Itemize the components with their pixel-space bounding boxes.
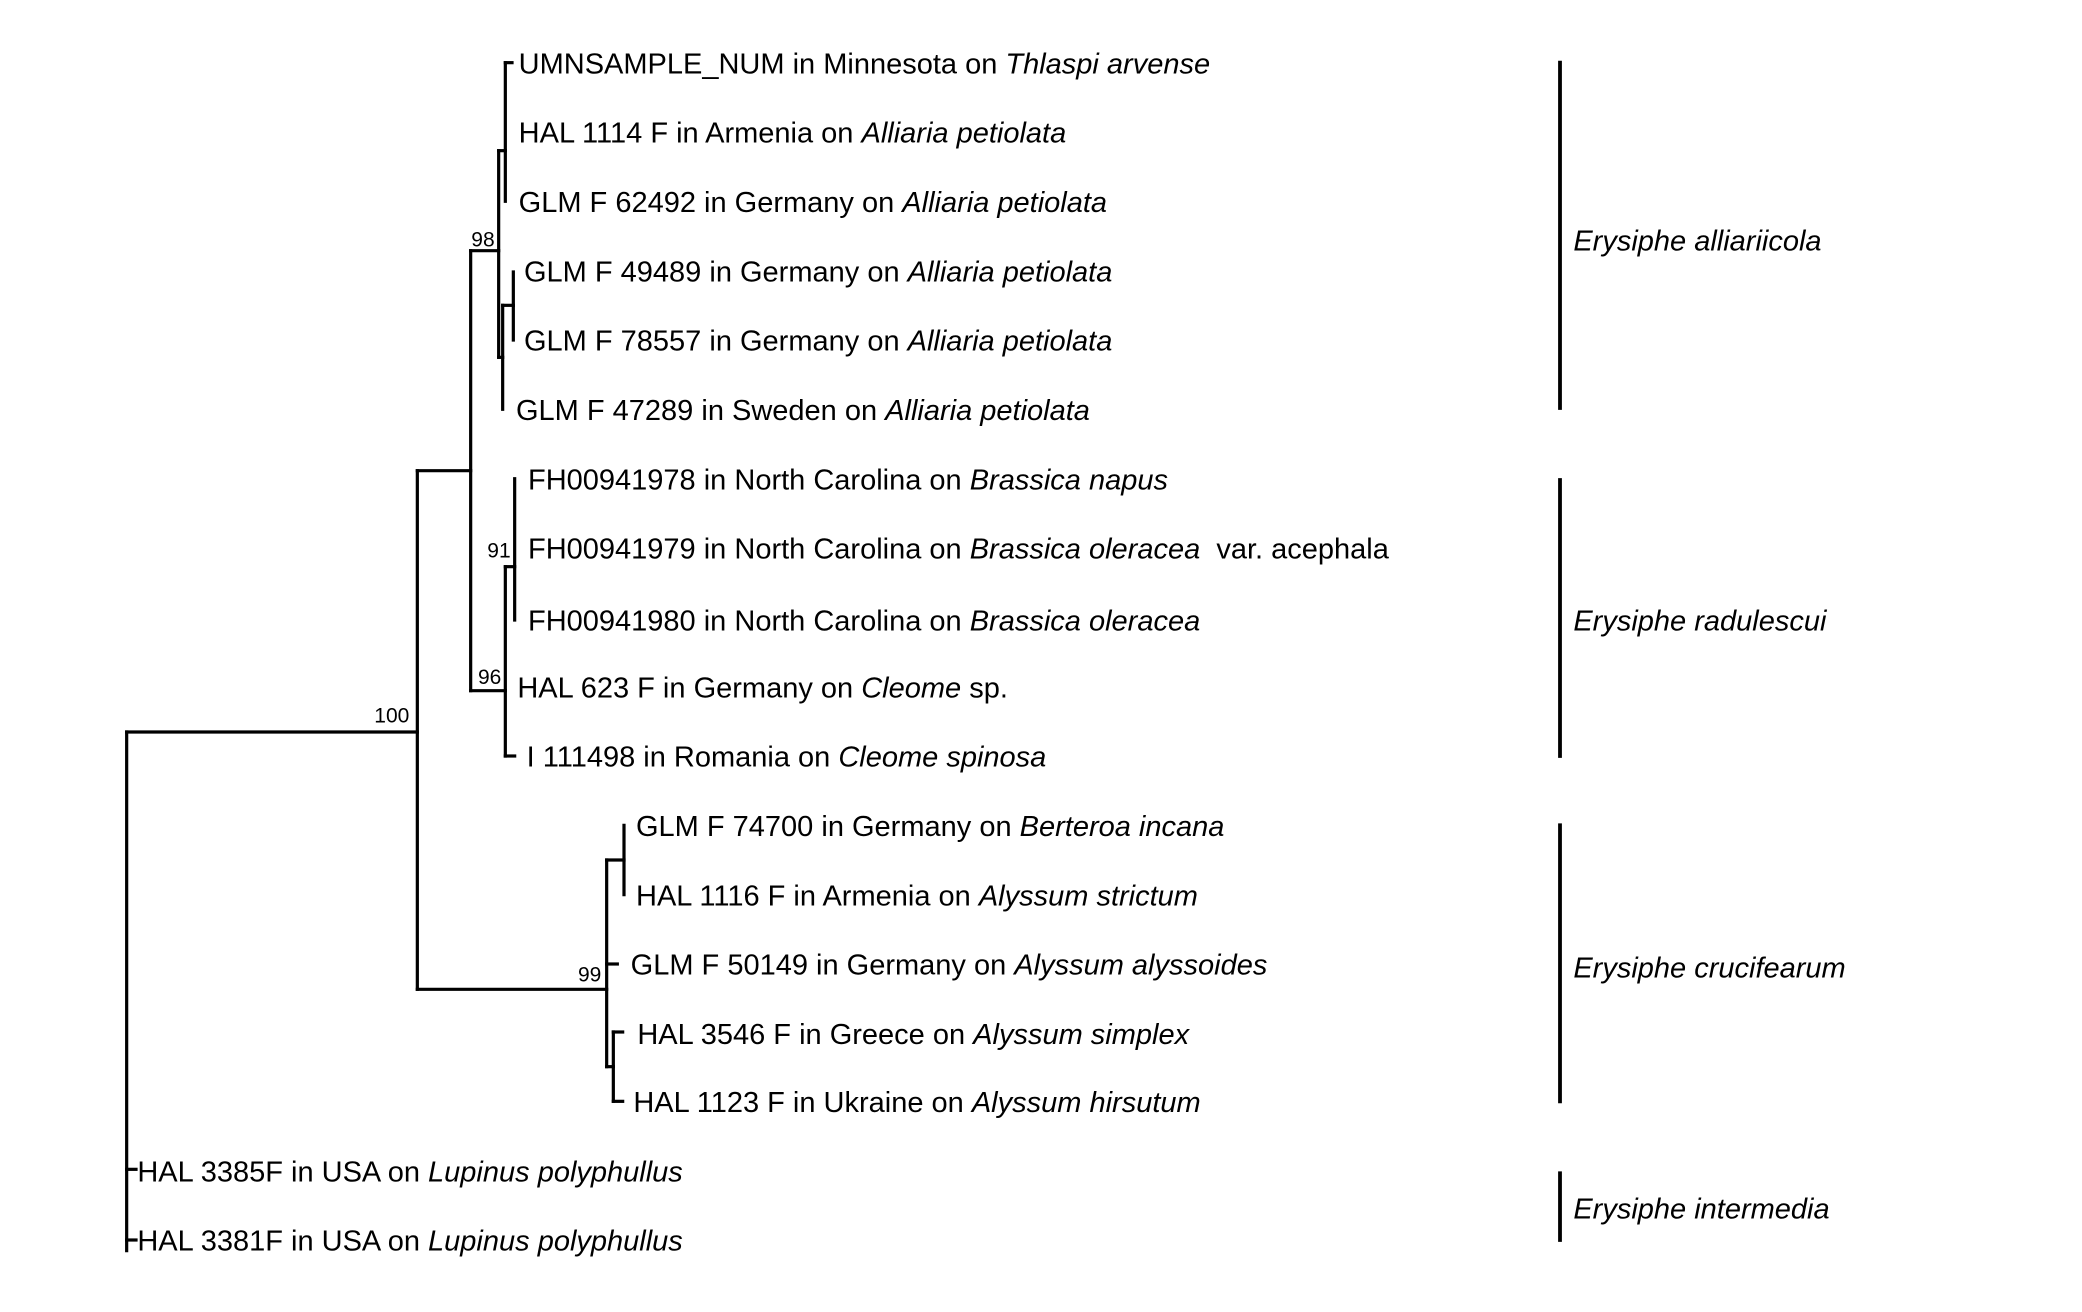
taxon-label: HAL 1123 F in Ukraine on Alyssum hirsutu… [633,1087,1200,1119]
specimen-text: HAL 1116 F in Armenia on [636,880,979,912]
taxon-label: GLM F 74700 in Germany on Berteroa incan… [636,811,1224,843]
specimen-text: FH00941980 in North Carolina on [528,606,970,638]
specimen-text: FH00941979 in North Carolina on [528,534,970,566]
host-species-name: Brassica oleracea [970,606,1201,638]
taxon-label: UMNSAMPLE_NUM in Minnesota on Thlaspi ar… [519,48,1210,80]
host-species-name: Alyssum simplex [971,1019,1190,1051]
taxon-label: FH00941978 in North Carolina on Brassica… [528,464,1168,496]
host-species-name: Alyssum hirsutum [970,1087,1201,1119]
host-species-name: Alyssum strictum [977,880,1198,912]
clade-name: Erysiphe radulescui [1573,606,1828,638]
clade-name: Erysiphe intermedia [1573,1194,1829,1226]
specimen-text: HAL 3546 F in Greece on [637,1019,973,1051]
taxon-label: GLM F 47289 in Sweden on Alliaria petiol… [516,395,1090,427]
host-species-name: Alliaria petiolata [906,326,1113,358]
taxon-label: FH00941979 in North Carolina on Brassica… [528,534,1390,566]
taxon-label: HAL 3385F in USA on Lupinus polyphullus [137,1156,682,1188]
host-species-name: Alliaria petiolata [883,395,1090,427]
bootstrap-value: 100 [374,705,409,728]
clade-name: Erysiphe crucifearum [1573,952,1845,984]
bootstrap-support-values: 100 98 91 96 99 [374,229,601,987]
specimen-text: HAL 3385F in USA on [137,1156,428,1188]
host-species-name: Cleome spinosa [838,742,1046,774]
taxon-label: GLM F 49489 in Germany on Alliaria petio… [524,256,1112,288]
specimen-text: HAL 3381F in USA on [137,1226,428,1258]
taxon-label: HAL 1114 F in Armenia on Alliaria petiol… [519,118,1067,150]
specimen-text: GLM F 50149 in Germany on [631,950,1015,982]
specimen-text: GLM F 62492 in Germany on [519,187,903,219]
specimen-text: HAL 1123 F in Ukraine on [633,1087,972,1119]
host-species-name: Alyssum alyssoides [1012,950,1267,982]
specimen-text: UMNSAMPLE_NUM in Minnesota on [519,48,1006,80]
bootstrap-value: 96 [478,666,501,689]
host-species-name: Alliaria petiolata [900,187,1107,219]
specimen-text: HAL 623 F in Germany on [517,672,861,704]
host-species-name: Lupinus polyphullus [428,1226,683,1258]
taxon-label: HAL 3546 F in Greece on Alyssum simplex [637,1019,1190,1051]
tree-branches [125,61,626,1253]
host-species-name: Berteroa incana [1020,811,1225,843]
bootstrap-value: 91 [487,539,510,562]
specimen-text: HAL 1114 F in Armenia on [519,118,862,150]
host-species-name: Alliaria petiolata [906,256,1113,288]
host-species-name: Brassica napus [970,464,1168,496]
specimen-text: sp. [961,672,1008,704]
taxon-label: FH00941980 in North Carolina on Brassica… [528,606,1200,638]
bootstrap-value: 98 [471,229,494,252]
taxon-label: I 111498 in Romania on Cleome spinosa [527,742,1047,774]
specimen-text: var. acephala [1200,534,1389,566]
bootstrap-value: 99 [578,963,601,986]
taxon-label: HAL 623 F in Germany on Cleome sp. [517,672,1008,704]
host-species-name: Brassica oleracea [970,534,1201,566]
taxon-label: HAL 3381F in USA on Lupinus polyphullus [137,1226,682,1258]
taxon-label: GLM F 62492 in Germany on Alliaria petio… [519,187,1107,219]
specimen-text: GLM F 74700 in Germany on [636,811,1020,843]
specimen-text: GLM F 47289 in Sweden on [516,395,885,427]
host-species-name: Lupinus polyphullus [428,1156,683,1188]
specimen-text: FH00941978 in North Carolina on [528,464,970,496]
taxon-label: GLM F 78557 in Germany on Alliaria petio… [524,326,1112,358]
taxon-label: HAL 1116 F in Armenia on Alyssum strictu… [636,880,1198,912]
taxon-label: GLM F 50149 in Germany on Alyssum alysso… [631,950,1268,982]
host-species-name: Alliaria petiolata [859,118,1066,150]
specimen-text: I 111498 in Romania on [527,742,839,774]
host-species-name: Thlaspi arvense [1005,48,1210,80]
taxon-labels: UMNSAMPLE_NUM in Minnesota on Thlaspi ar… [137,48,1389,1257]
specimen-text: GLM F 78557 in Germany on [524,326,908,358]
clade-name: Erysiphe alliariicola [1573,226,1821,258]
clade-annotations: Erysiphe alliariicola Erysiphe radulescui… [1558,60,1846,1242]
specimen-text: GLM F 49489 in Germany on [524,256,908,288]
host-species-name: Cleome [861,672,961,704]
